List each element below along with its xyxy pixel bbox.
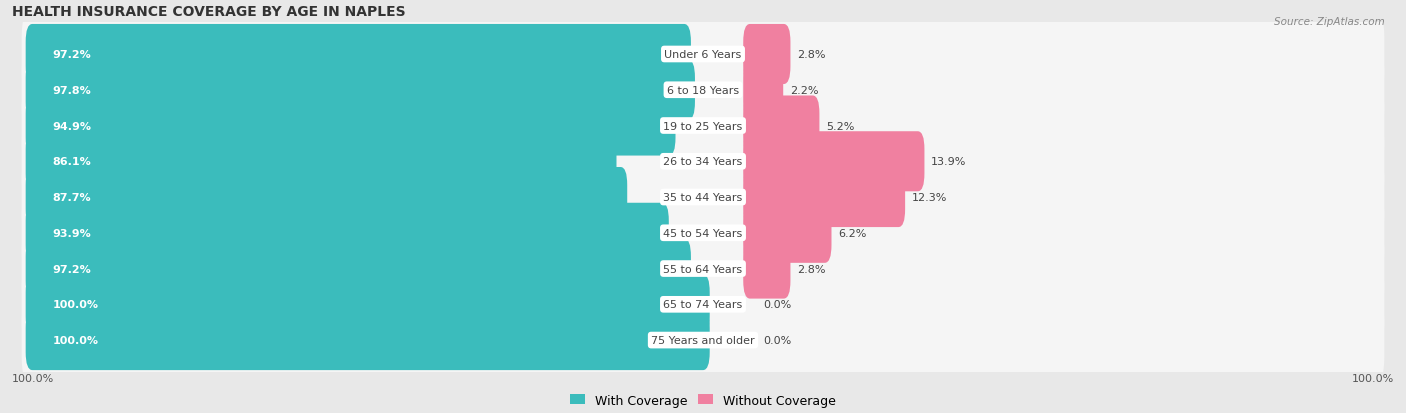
Text: Source: ZipAtlas.com: Source: ZipAtlas.com xyxy=(1274,17,1385,26)
FancyBboxPatch shape xyxy=(21,224,1385,314)
Text: 100.0%: 100.0% xyxy=(13,373,55,383)
FancyBboxPatch shape xyxy=(21,10,1385,100)
Text: 97.2%: 97.2% xyxy=(52,50,91,60)
Legend: With Coverage, Without Coverage: With Coverage, Without Coverage xyxy=(565,389,841,412)
FancyBboxPatch shape xyxy=(21,260,1385,349)
Text: 13.9%: 13.9% xyxy=(931,157,966,167)
FancyBboxPatch shape xyxy=(744,239,790,299)
Text: 55 to 64 Years: 55 to 64 Years xyxy=(664,264,742,274)
Text: 2.8%: 2.8% xyxy=(797,264,825,274)
Text: 86.1%: 86.1% xyxy=(52,157,91,167)
Text: 26 to 34 Years: 26 to 34 Years xyxy=(664,157,742,167)
Text: 94.9%: 94.9% xyxy=(52,121,91,131)
FancyBboxPatch shape xyxy=(25,61,695,121)
FancyBboxPatch shape xyxy=(25,239,690,299)
FancyBboxPatch shape xyxy=(21,188,1385,278)
FancyBboxPatch shape xyxy=(25,25,690,85)
FancyBboxPatch shape xyxy=(21,45,1385,135)
Text: 19 to 25 Years: 19 to 25 Years xyxy=(664,121,742,131)
Text: 6 to 18 Years: 6 to 18 Years xyxy=(666,85,740,95)
Text: 75 Years and older: 75 Years and older xyxy=(651,335,755,345)
Text: HEALTH INSURANCE COVERAGE BY AGE IN NAPLES: HEALTH INSURANCE COVERAGE BY AGE IN NAPL… xyxy=(13,5,406,19)
FancyBboxPatch shape xyxy=(744,168,905,228)
FancyBboxPatch shape xyxy=(744,203,831,263)
Text: 87.7%: 87.7% xyxy=(52,192,91,202)
FancyBboxPatch shape xyxy=(21,295,1385,385)
FancyBboxPatch shape xyxy=(744,96,820,156)
FancyBboxPatch shape xyxy=(744,25,790,85)
FancyBboxPatch shape xyxy=(21,153,1385,242)
Text: 100.0%: 100.0% xyxy=(52,299,98,310)
Text: 2.2%: 2.2% xyxy=(790,85,818,95)
FancyBboxPatch shape xyxy=(21,81,1385,171)
FancyBboxPatch shape xyxy=(25,275,710,335)
Text: 5.2%: 5.2% xyxy=(827,121,855,131)
Text: 2.8%: 2.8% xyxy=(797,50,825,60)
Text: 97.8%: 97.8% xyxy=(52,85,91,95)
Text: 65 to 74 Years: 65 to 74 Years xyxy=(664,299,742,310)
FancyBboxPatch shape xyxy=(25,203,669,263)
FancyBboxPatch shape xyxy=(744,61,783,121)
FancyBboxPatch shape xyxy=(744,132,924,192)
Text: 12.3%: 12.3% xyxy=(912,192,948,202)
FancyBboxPatch shape xyxy=(25,132,616,192)
Text: 100.0%: 100.0% xyxy=(1351,373,1393,383)
Text: 0.0%: 0.0% xyxy=(763,335,792,345)
Text: 97.2%: 97.2% xyxy=(52,264,91,274)
FancyBboxPatch shape xyxy=(25,310,710,370)
Text: 100.0%: 100.0% xyxy=(52,335,98,345)
FancyBboxPatch shape xyxy=(25,96,675,156)
FancyBboxPatch shape xyxy=(21,117,1385,207)
Text: 6.2%: 6.2% xyxy=(838,228,866,238)
Text: 93.9%: 93.9% xyxy=(52,228,91,238)
Text: 0.0%: 0.0% xyxy=(763,299,792,310)
Text: 45 to 54 Years: 45 to 54 Years xyxy=(664,228,742,238)
Text: Under 6 Years: Under 6 Years xyxy=(665,50,741,60)
FancyBboxPatch shape xyxy=(25,168,627,228)
Text: 35 to 44 Years: 35 to 44 Years xyxy=(664,192,742,202)
